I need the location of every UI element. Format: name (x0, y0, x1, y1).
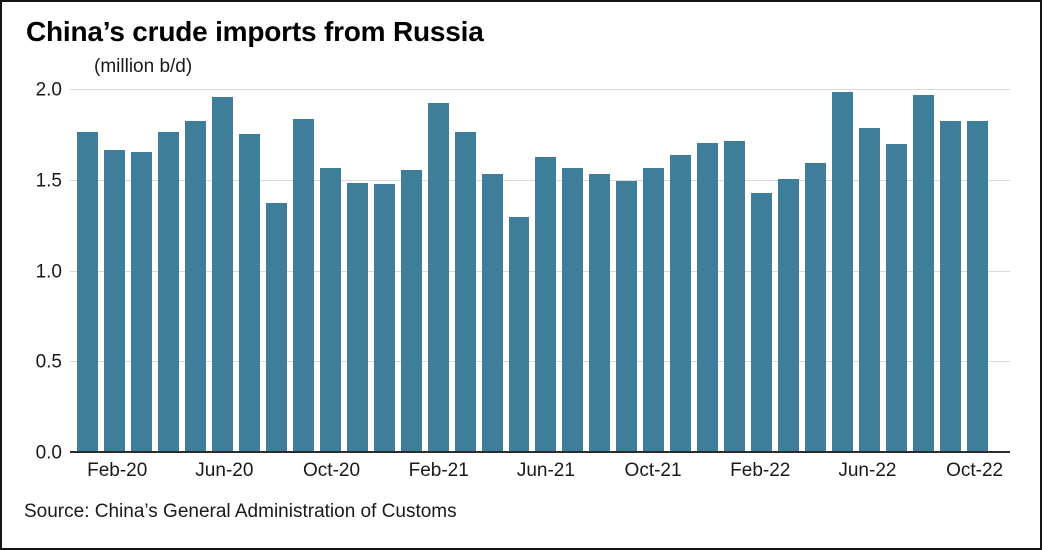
plot-column: Feb-20 Jun-20 Oct-20 Feb-21 Jun-21 Oct-21 Feb-… (70, 89, 1010, 487)
x-tick-label: Feb-20 (87, 460, 148, 481)
bar-may-21 (508, 217, 530, 453)
bar-jul-22 (886, 144, 908, 453)
axis-unit-label: (million b/d) (94, 56, 193, 77)
bar-mar-21 (454, 131, 476, 453)
bar-feb-21 (427, 102, 449, 453)
y-tick-label: 1.5 (35, 170, 62, 192)
x-tick-label: Jun-20 (195, 460, 254, 481)
bar-jul-21 (562, 168, 584, 453)
bar-oct-20 (319, 168, 341, 453)
y-tick-label: 0.5 (35, 351, 62, 373)
bar-apr-20 (157, 131, 179, 453)
x-tick-label: Oct-22 (946, 460, 1004, 481)
bar-oct-21 (643, 168, 665, 453)
plot-area (70, 89, 1010, 453)
bar-apr-21 (481, 173, 503, 453)
bar-mar-22 (778, 178, 800, 453)
x-tick-label: Jun-21 (516, 460, 575, 481)
source-note: Source: China’s General Administration o… (24, 501, 457, 522)
bar-feb-20 (103, 149, 125, 453)
bar-apr-22 (805, 162, 827, 453)
bar-oct-22 (966, 120, 988, 453)
plot-row: 0.0 0.5 1.0 1.5 2.0 Feb-20 Jun-20 Oct-20 Feb-21… (2, 81, 1040, 487)
x-tick-label: Oct-20 (303, 460, 361, 481)
y-axis: 0.0 0.5 1.0 1.5 2.0 (2, 81, 70, 463)
bar-aug-21 (589, 173, 611, 453)
bar-aug-22 (913, 95, 934, 453)
bar-jan-20 (77, 131, 98, 453)
x-tick-label: Feb-22 (730, 460, 791, 481)
x-tick-label: Jun-22 (838, 460, 897, 481)
bar-may-22 (832, 91, 854, 453)
bar-nov-20 (346, 182, 368, 453)
bar-may-20 (184, 120, 206, 453)
bar-sep-20 (292, 119, 314, 453)
bar-jan-22 (724, 140, 746, 453)
bar-dec-21 (697, 142, 719, 453)
x-axis: Feb-20 Jun-20 Oct-20 Feb-21 Jun-21 Oct-21 Feb-… (70, 453, 1010, 487)
gridline (70, 89, 1010, 90)
chart-title: China’s crude imports from Russia (26, 16, 484, 47)
x-tick-label: Feb-21 (408, 460, 469, 481)
bar-jun-22 (859, 128, 881, 453)
bar-jul-20 (238, 133, 260, 453)
bar-sep-22 (940, 120, 961, 453)
bars-container (77, 90, 988, 453)
bar-feb-22 (751, 193, 773, 453)
bar-jun-21 (535, 157, 557, 453)
bar-sep-21 (616, 180, 638, 453)
bar-mar-20 (130, 151, 152, 453)
y-tick-label: 2.0 (35, 79, 62, 101)
x-axis-labels: Feb-20 Jun-20 Oct-20 Feb-21 Jun-21 Oct-21 Feb-… (77, 453, 1003, 487)
bar-aug-20 (265, 202, 287, 453)
bar-nov-21 (670, 155, 692, 453)
bar-dec-20 (373, 184, 395, 453)
y-tick-label: 1.0 (35, 261, 62, 282)
bar-jan-21 (400, 169, 422, 453)
y-tick-label: 0.0 (35, 442, 62, 464)
x-axis-baseline (70, 451, 1010, 453)
bar-jun-20 (211, 97, 233, 453)
x-tick-label: Oct-21 (624, 460, 682, 481)
